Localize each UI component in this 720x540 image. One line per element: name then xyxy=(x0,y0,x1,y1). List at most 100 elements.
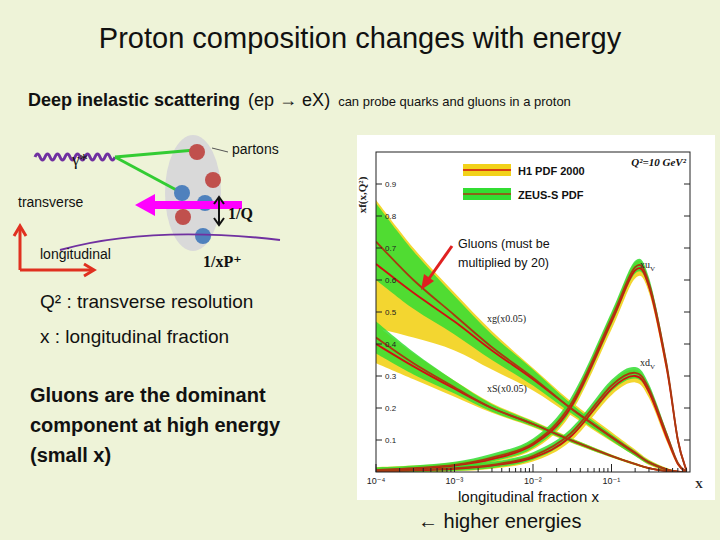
y-tick xyxy=(684,408,690,409)
y-tick xyxy=(376,440,382,441)
y-tick xyxy=(684,184,690,185)
curve-label: xg(x0.05) xyxy=(487,313,526,325)
plot-text: Q²=10 GeV² xyxy=(631,156,686,168)
x-minor-tick xyxy=(587,468,588,472)
transverse-arrow xyxy=(135,194,242,216)
energy-caption: ← higher energies xyxy=(418,510,581,532)
x-tick xyxy=(533,464,534,472)
body: {"chart_data": { "type": "line", "title"… xyxy=(0,0,720,540)
size-arrow xyxy=(214,197,224,225)
x-minor-tick xyxy=(423,468,424,472)
error-band xyxy=(376,322,686,472)
label: longitudinal xyxy=(40,246,111,262)
y-tick xyxy=(684,344,690,345)
x-minor-tick xyxy=(603,468,604,472)
x-minor-tick xyxy=(672,468,673,472)
y-tick-label: 0.4 xyxy=(385,340,397,349)
legend-swatch xyxy=(463,188,511,200)
error-band xyxy=(376,325,686,472)
y-tick-label: 0.1 xyxy=(385,436,397,445)
x-minor-tick xyxy=(430,468,431,472)
x-minor-tick xyxy=(501,468,502,472)
plot-area xyxy=(376,200,686,472)
legend-line xyxy=(463,193,511,195)
callout-text: Gluons (must be xyxy=(458,237,550,251)
callout-text: multiplied by 20) xyxy=(458,256,549,270)
curve-label: xS(x0.05) xyxy=(487,383,527,395)
parton xyxy=(189,144,205,160)
chart-panel xyxy=(357,135,715,500)
page: slide html,body{margin:0;padding:0;width… xyxy=(0,0,720,540)
x-minor-tick xyxy=(682,468,683,472)
x-minor-tick xyxy=(450,468,451,472)
x-minor-tick xyxy=(658,468,659,472)
x-minor-tick xyxy=(570,468,571,472)
x-minor-tick xyxy=(515,468,516,472)
curve-label: xuV xyxy=(640,259,655,273)
x-minor-tick xyxy=(525,468,526,472)
y-tick-label: 0.8 xyxy=(385,212,397,221)
parton xyxy=(195,228,211,244)
label: transverse xyxy=(18,194,84,210)
title: Proton composition changes with energy xyxy=(99,22,622,54)
x-minor-tick xyxy=(446,468,447,472)
x-tick xyxy=(611,464,612,472)
y-tick xyxy=(376,216,382,217)
y-tick xyxy=(376,408,382,409)
x-minor-tick xyxy=(529,468,530,472)
x-minor-tick xyxy=(520,468,521,472)
legend-line xyxy=(463,169,511,171)
curve-label-sub: V xyxy=(650,265,655,273)
callout: Gluons are the dominant xyxy=(30,384,266,406)
parton xyxy=(174,185,190,201)
plot-frame xyxy=(376,152,690,472)
label: x : longitudinal fraction xyxy=(40,326,229,347)
parton-line xyxy=(115,150,195,157)
y-tick xyxy=(376,376,382,377)
x-minor-tick xyxy=(648,468,649,472)
y-tick xyxy=(684,376,690,377)
slide: Proton composition changes with energy De… xyxy=(0,0,720,540)
y-tick-label: 0.6 xyxy=(385,276,397,285)
label: 1/xP⁺ xyxy=(203,253,242,270)
label: partons xyxy=(232,141,279,157)
central-line xyxy=(376,338,686,472)
central-line xyxy=(376,264,686,472)
x-caption: longitudinal fraction x xyxy=(458,488,599,505)
x-minor-tick xyxy=(491,468,492,472)
x-minor-tick xyxy=(556,468,557,472)
legend-label: ZEUS-S PDF xyxy=(518,189,584,201)
x-axis-label: X xyxy=(695,478,703,490)
legend-label: H1 PDF 2000 xyxy=(518,165,585,177)
x-minor-tick xyxy=(594,468,595,472)
x-minor-tick xyxy=(442,468,443,472)
callout: (small x) xyxy=(30,444,111,466)
x-minor-tick xyxy=(635,468,636,472)
callout: component at high energy xyxy=(30,414,281,436)
y-tick-label: 0.2 xyxy=(385,404,397,413)
x-minor-tick xyxy=(677,468,678,472)
y-tick-label: 0.9 xyxy=(385,180,397,189)
leader xyxy=(212,148,228,152)
y-tick xyxy=(376,344,382,345)
error-band xyxy=(376,203,686,472)
y-tick xyxy=(684,440,690,441)
x-tick xyxy=(454,464,455,472)
central-line xyxy=(376,242,686,472)
y-tick xyxy=(376,248,382,249)
central-line xyxy=(376,344,686,472)
subtitle: Deep inelastic scattering(ep → eX)can pr… xyxy=(28,90,571,110)
y-tick xyxy=(376,312,382,313)
y-tick xyxy=(684,216,690,217)
parton xyxy=(205,172,221,188)
x-minor-tick xyxy=(437,468,438,472)
y-tick xyxy=(684,280,690,281)
curve-label: xdV xyxy=(640,357,655,371)
error-band xyxy=(376,200,686,472)
x-tick-label: 10⁻¹ xyxy=(603,476,621,486)
callout-arrowhead xyxy=(421,274,434,290)
subtitle-part: (ep → eX) xyxy=(248,90,330,110)
y-tick xyxy=(376,280,382,281)
x-tick xyxy=(376,464,377,472)
x-minor-tick xyxy=(599,468,600,472)
